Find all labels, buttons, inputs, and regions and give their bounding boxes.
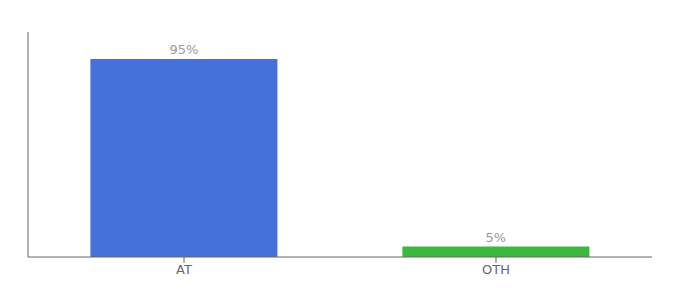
svg-text:OTH: OTH <box>482 262 510 277</box>
svg-text:AT: AT <box>176 262 192 277</box>
svg-text:95%: 95% <box>169 42 198 57</box>
svg-text:5%: 5% <box>486 230 507 245</box>
